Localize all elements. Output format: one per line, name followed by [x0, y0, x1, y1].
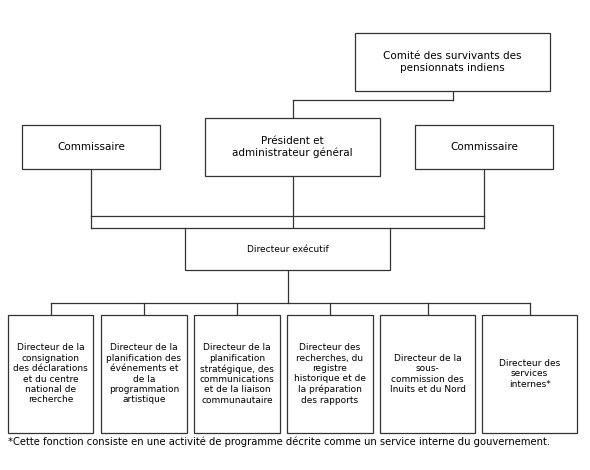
- Bar: [355, 33, 550, 91]
- Bar: [287, 315, 373, 433]
- Bar: [8, 315, 93, 433]
- Bar: [22, 125, 160, 169]
- Text: *Cette fonction consiste en une activité de programme décrite comme un service i: *Cette fonction consiste en une activité…: [8, 437, 550, 447]
- Text: Directeur de la
consignation
des déclarations
et du centre
national de
recherche: Directeur de la consignation des déclara…: [13, 344, 88, 405]
- Text: Directeur exécutif: Directeur exécutif: [247, 244, 329, 253]
- Bar: [482, 315, 577, 433]
- Bar: [101, 315, 187, 433]
- Bar: [380, 315, 475, 433]
- Text: Comité des survivants des
pensionnats indiens: Comité des survivants des pensionnats in…: [384, 51, 522, 73]
- Bar: [185, 228, 390, 270]
- Text: Directeur des
recherches, du
registre
historique et de
la préparation
des rappor: Directeur des recherches, du registre hi…: [294, 343, 366, 405]
- Text: Commissaire: Commissaire: [57, 142, 125, 152]
- Bar: [205, 118, 380, 176]
- Text: Directeur de la
sous-
commission des
Inuits et du Nord: Directeur de la sous- commission des Inu…: [389, 354, 466, 394]
- Bar: [415, 125, 553, 169]
- Bar: [194, 315, 280, 433]
- Text: Directeur des
services
internes*: Directeur des services internes*: [499, 359, 560, 389]
- Text: Directeur de la
planification
stratégique, des
communications
et de la liaison
c: Directeur de la planification stratégiqu…: [199, 343, 274, 405]
- Text: Directeur de la
planification des
événements et
de la
programmation
artistique: Directeur de la planification des événem…: [107, 344, 182, 405]
- Text: Président et
administrateur général: Président et administrateur général: [232, 136, 353, 158]
- Text: Commissaire: Commissaire: [450, 142, 518, 152]
